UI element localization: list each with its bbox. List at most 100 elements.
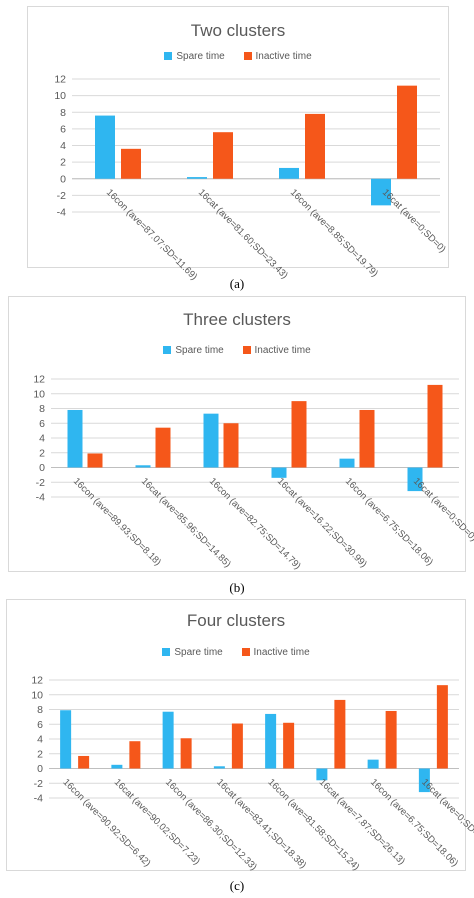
x-category-label: 16cat (ave=83.41;SD=18.38) [214, 777, 308, 871]
bar-spare-time [316, 768, 328, 781]
bar-spare-time [339, 458, 355, 468]
chart-panel-two-clusters: Two clusters Spare time Inactive time -4… [27, 6, 449, 283]
legend-label-inactive: Inactive time [253, 647, 310, 658]
y-tick-label: 2 [37, 748, 43, 760]
y-tick-label: -4 [36, 492, 45, 504]
y-tick-label: 6 [37, 719, 43, 731]
legend-swatch-spare [162, 648, 171, 657]
bar-inactive-time [436, 685, 448, 769]
bar-inactive-time [231, 723, 243, 769]
chart-panel-four-clusters: Four clusters Spare time Inactive time -… [6, 599, 474, 873]
legend-swatch-inactive [242, 346, 251, 355]
y-tick-label: 8 [60, 107, 66, 119]
legend-item-spare: Spare time [162, 647, 223, 658]
bar-spare-time [418, 768, 430, 793]
bar-inactive-time [155, 427, 171, 468]
bar-inactive-time [87, 453, 103, 468]
x-category-label: 16con (ave=6.75;SD=18.06) [368, 777, 460, 869]
legend-label-spare: Spare time [176, 51, 225, 62]
legend-label-inactive: Inactive time [254, 345, 311, 356]
chart-panel-three-clusters: Three clusters Spare time Inactive time … [8, 296, 474, 572]
bar-inactive-time [213, 132, 233, 179]
bar-spare-time [203, 413, 219, 468]
bar-spare-time [367, 759, 379, 769]
x-category-label: 16con (ave=81.58;SD=15.24) [266, 777, 362, 873]
y-tick-label: 6 [39, 418, 45, 430]
bar-inactive-time [121, 148, 141, 179]
legend-label-spare: Spare time [174, 647, 223, 658]
legend-item-inactive: Inactive time [242, 345, 311, 356]
legend-item-spare: Spare time [163, 345, 224, 356]
chart-legend: Spare time Inactive time [7, 647, 465, 658]
y-tick-label: 2 [39, 447, 45, 459]
bar-inactive-time [385, 710, 397, 769]
caption-c: (c) [229, 878, 245, 893]
y-tick-label: 0 [37, 763, 43, 775]
bar-spare-time [60, 710, 72, 769]
bar-inactive-time [334, 699, 346, 769]
legend-label-inactive: Inactive time [255, 51, 312, 62]
legend-item-spare: Spare time [164, 51, 225, 62]
y-tick-label: 10 [54, 90, 66, 102]
chart-legend: Spare time Inactive time [28, 51, 448, 62]
bar-inactive-time [291, 401, 307, 468]
bar-spare-time [265, 713, 277, 769]
y-tick-label: 0 [39, 462, 45, 474]
caption-a: (a) [229, 276, 245, 291]
bar-spare-time [162, 711, 174, 769]
chart-title: Three clusters [183, 310, 291, 329]
bar-spare-time [95, 115, 115, 179]
y-tick-label: 4 [37, 734, 43, 746]
bar-inactive-time [397, 85, 417, 179]
legend-label-spare: Spare time [175, 345, 224, 356]
chart-legend: Spare time Inactive time [9, 345, 465, 356]
legend-swatch-inactive [241, 648, 250, 657]
bar-spare-time [135, 465, 151, 468]
chart-title: Four clusters [186, 611, 286, 630]
bar-spare-time [271, 467, 287, 478]
y-tick-label: -4 [34, 793, 43, 805]
x-category-label: 16cat (ave=7.87;SD=26.13) [317, 777, 407, 867]
bar-inactive-time [78, 755, 90, 769]
x-category-label: 16con (ave=86.30;SD=12.33) [163, 777, 259, 873]
x-category-label: 16con (ave=87.07;SD=11.69) [104, 187, 199, 282]
bar-inactive-time [129, 741, 141, 769]
legend-swatch-inactive [243, 52, 252, 61]
y-tick-label: -2 [57, 190, 66, 202]
x-category-label: 16con (ave=90.92;SD=6.42) [61, 777, 153, 869]
y-tick-label: 8 [39, 403, 45, 415]
y-tick-label: -2 [34, 778, 43, 790]
y-tick-label: 8 [37, 704, 43, 716]
legend-item-inactive: Inactive time [241, 647, 310, 658]
y-tick-label: -2 [36, 477, 45, 489]
y-tick-label: 12 [54, 74, 66, 86]
legend-swatch-spare [164, 52, 173, 61]
bar-inactive-time [180, 738, 192, 769]
bar-inactive-time [223, 423, 239, 468]
x-category-label: 16con (ave=8.85;SD=19.79) [288, 187, 380, 279]
y-tick-label: 0 [60, 173, 66, 185]
chart-title: Two clusters [190, 21, 286, 40]
y-tick-label: 4 [39, 433, 45, 445]
y-tick-label: 6 [60, 123, 66, 135]
bar-inactive-time [427, 384, 443, 468]
y-tick-label: 12 [33, 374, 45, 386]
bar-spare-time [111, 764, 123, 769]
bar-inactive-time [305, 113, 325, 179]
y-tick-label: -4 [57, 207, 66, 219]
caption-b: (b) [229, 580, 245, 595]
bar-spare-time [187, 177, 207, 179]
y-tick-label: 2 [60, 157, 66, 169]
x-category-label: 16cat (ave=90.02;SD=7.23) [112, 777, 202, 867]
bar-inactive-time [359, 409, 375, 468]
y-tick-label: 10 [33, 388, 45, 400]
x-category-label: 16cat (ave=0;SD=0) [411, 476, 474, 544]
bar-spare-time [279, 167, 299, 179]
bar-spare-time [371, 178, 391, 206]
legend-swatch-spare [163, 346, 172, 355]
y-tick-label: 12 [31, 675, 43, 687]
bar-spare-time [67, 409, 83, 468]
